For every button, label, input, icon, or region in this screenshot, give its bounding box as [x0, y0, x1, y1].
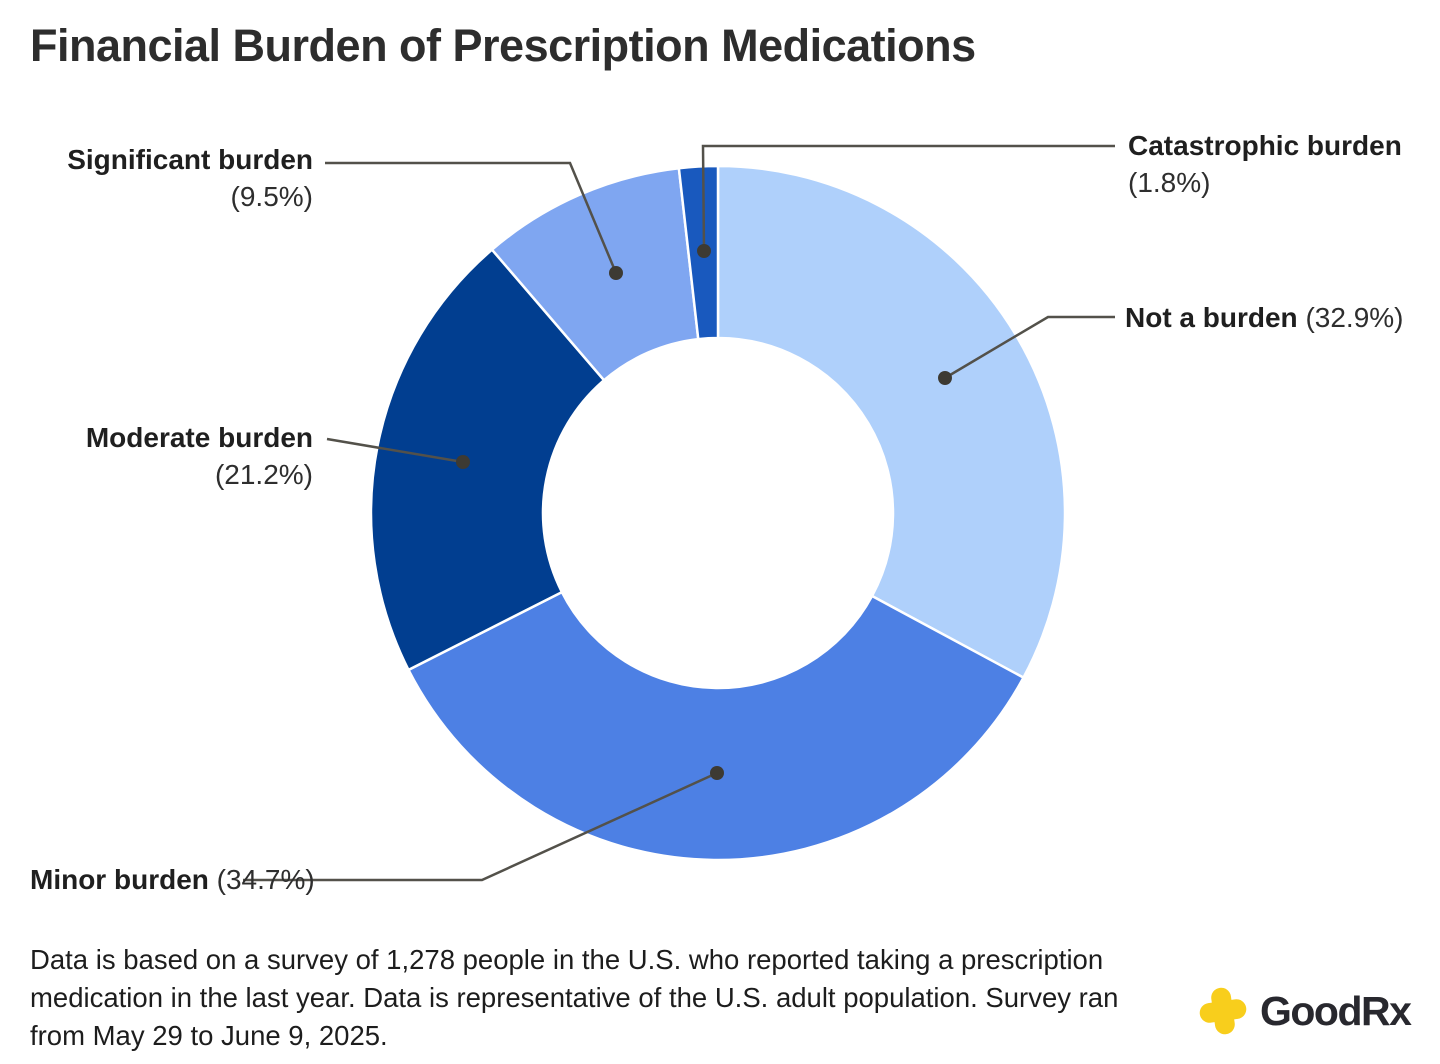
label-moderate-burden-pct: (21.2%)	[214, 459, 313, 490]
goodrx-logo: GoodRx	[1196, 984, 1412, 1038]
slice-minor-burden	[406, 590, 1026, 862]
leader-line	[944, 315, 1115, 380]
label-minor-burden-name: Minor burden	[30, 864, 209, 895]
label-not-a-burden-pct: (32.9%)	[1305, 302, 1404, 333]
leader-dot	[938, 371, 952, 385]
source-note-line3: from May 29 to June 9, 2025.	[30, 1020, 388, 1051]
label-minor-burden-pct: (34.7%)	[216, 864, 315, 895]
leader-line	[701, 144, 1115, 252]
label-not-a-burden-name: Not a burden	[1125, 302, 1298, 333]
label-minor-burden: Minor burden (34.7%)	[30, 861, 730, 898]
leader-dot	[609, 266, 623, 280]
leader-dot	[710, 766, 724, 780]
source-note: Data is based on a survey of 1,278 peopl…	[30, 941, 1190, 1055]
slice-moderate-burden	[369, 247, 606, 672]
leader-dot	[456, 455, 470, 469]
label-catastrophic-burden-name: Catastrophic burden	[1128, 130, 1402, 161]
goodrx-wordmark: GoodRx	[1260, 987, 1412, 1034]
slice-not-a-burden	[716, 164, 1067, 680]
label-not-a-burden: Not a burden (32.9%)	[1125, 299, 1440, 336]
leader-line	[326, 437, 464, 464]
label-moderate-burden-name: Moderate burden	[85, 422, 313, 453]
leader-line	[325, 161, 618, 274]
label-catastrophic-burden-pct: (1.8%)	[1128, 167, 1211, 198]
label-catastrophic-burden: Catastrophic burden (1.8%)	[1128, 127, 1440, 201]
page-title: Financial Burden of Prescription Medicat…	[30, 20, 976, 71]
label-significant-burden-pct: (9.5%)	[230, 181, 313, 212]
source-note-line2: medication in the last year. Data is rep…	[30, 982, 1119, 1013]
source-note-line1: Data is based on a survey of 1,278 peopl…	[30, 944, 1104, 975]
leader-dot	[697, 244, 711, 258]
label-significant-burden: Significant burden (9.5%)	[0, 141, 313, 215]
goodrx-cross-icon	[1199, 987, 1247, 1035]
label-significant-burden-name: Significant burden	[67, 144, 313, 175]
label-moderate-burden: Moderate burden (21.2%)	[0, 419, 313, 493]
leader-line	[243, 771, 718, 882]
